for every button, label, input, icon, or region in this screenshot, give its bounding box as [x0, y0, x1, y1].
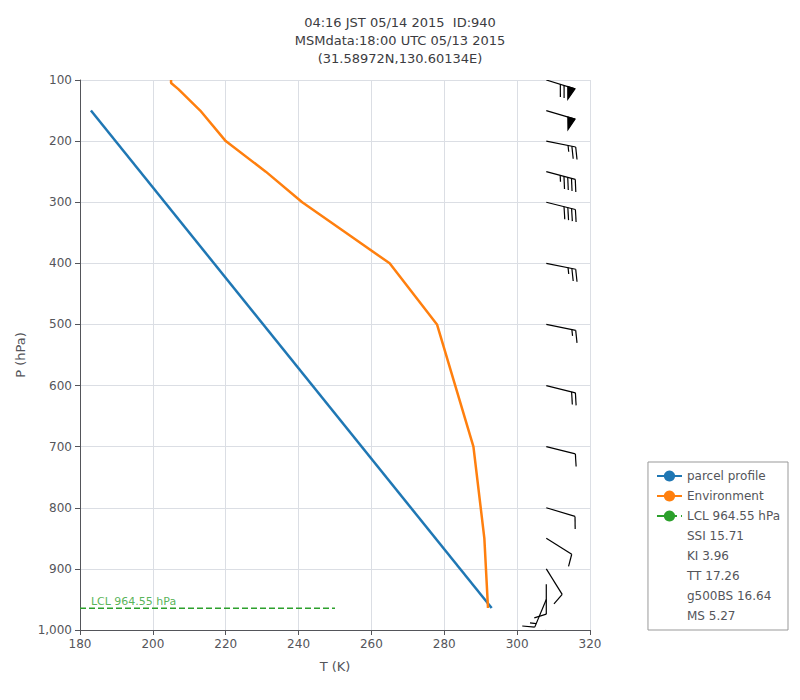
svg-text:MS 5.27: MS 5.27: [687, 609, 736, 623]
svg-text:280: 280: [433, 637, 456, 651]
svg-text:240: 240: [287, 637, 310, 651]
svg-text:04:16 JST 05/14 2015 ID:940: 04:16 JST 05/14 2015 ID:940: [304, 15, 496, 30]
svg-text:600: 600: [49, 379, 72, 393]
svg-text:KI 3.96: KI 3.96: [687, 549, 729, 563]
svg-text:320: 320: [579, 637, 602, 651]
svg-text:100: 100: [49, 73, 72, 87]
svg-text:g500BS 16.64: g500BS 16.64: [687, 589, 771, 603]
svg-text:T (K): T (K): [319, 659, 351, 674]
svg-text:500: 500: [49, 317, 72, 331]
svg-text:400: 400: [49, 256, 72, 270]
svg-text:300: 300: [506, 637, 529, 651]
svg-text:1,000: 1,000: [38, 623, 72, 637]
svg-text:(31.58972N,130.60134E): (31.58972N,130.60134E): [318, 51, 483, 66]
svg-text:TT 17.26: TT 17.26: [686, 569, 740, 583]
svg-text:SSI 15.71: SSI 15.71: [687, 529, 744, 543]
svg-text:200: 200: [49, 134, 72, 148]
svg-text:300: 300: [49, 195, 72, 209]
svg-text:P (hPa): P (hPa): [13, 332, 28, 378]
svg-text:180: 180: [69, 637, 92, 651]
svg-text:700: 700: [49, 440, 72, 454]
svg-text:260: 260: [360, 637, 383, 651]
svg-text:LCL 964.55 hPa: LCL 964.55 hPa: [687, 509, 780, 523]
svg-text:220: 220: [214, 637, 237, 651]
svg-text:Environment: Environment: [687, 489, 764, 503]
svg-text:MSMdata:18:00 UTC 05/13 2015: MSMdata:18:00 UTC 05/13 2015: [295, 33, 506, 48]
svg-text:900: 900: [49, 562, 72, 576]
svg-text:LCL 964.55 hPa: LCL 964.55 hPa: [91, 595, 176, 608]
svg-text:200: 200: [141, 637, 164, 651]
svg-text:800: 800: [49, 501, 72, 515]
svg-text:parcel profile: parcel profile: [687, 469, 766, 483]
